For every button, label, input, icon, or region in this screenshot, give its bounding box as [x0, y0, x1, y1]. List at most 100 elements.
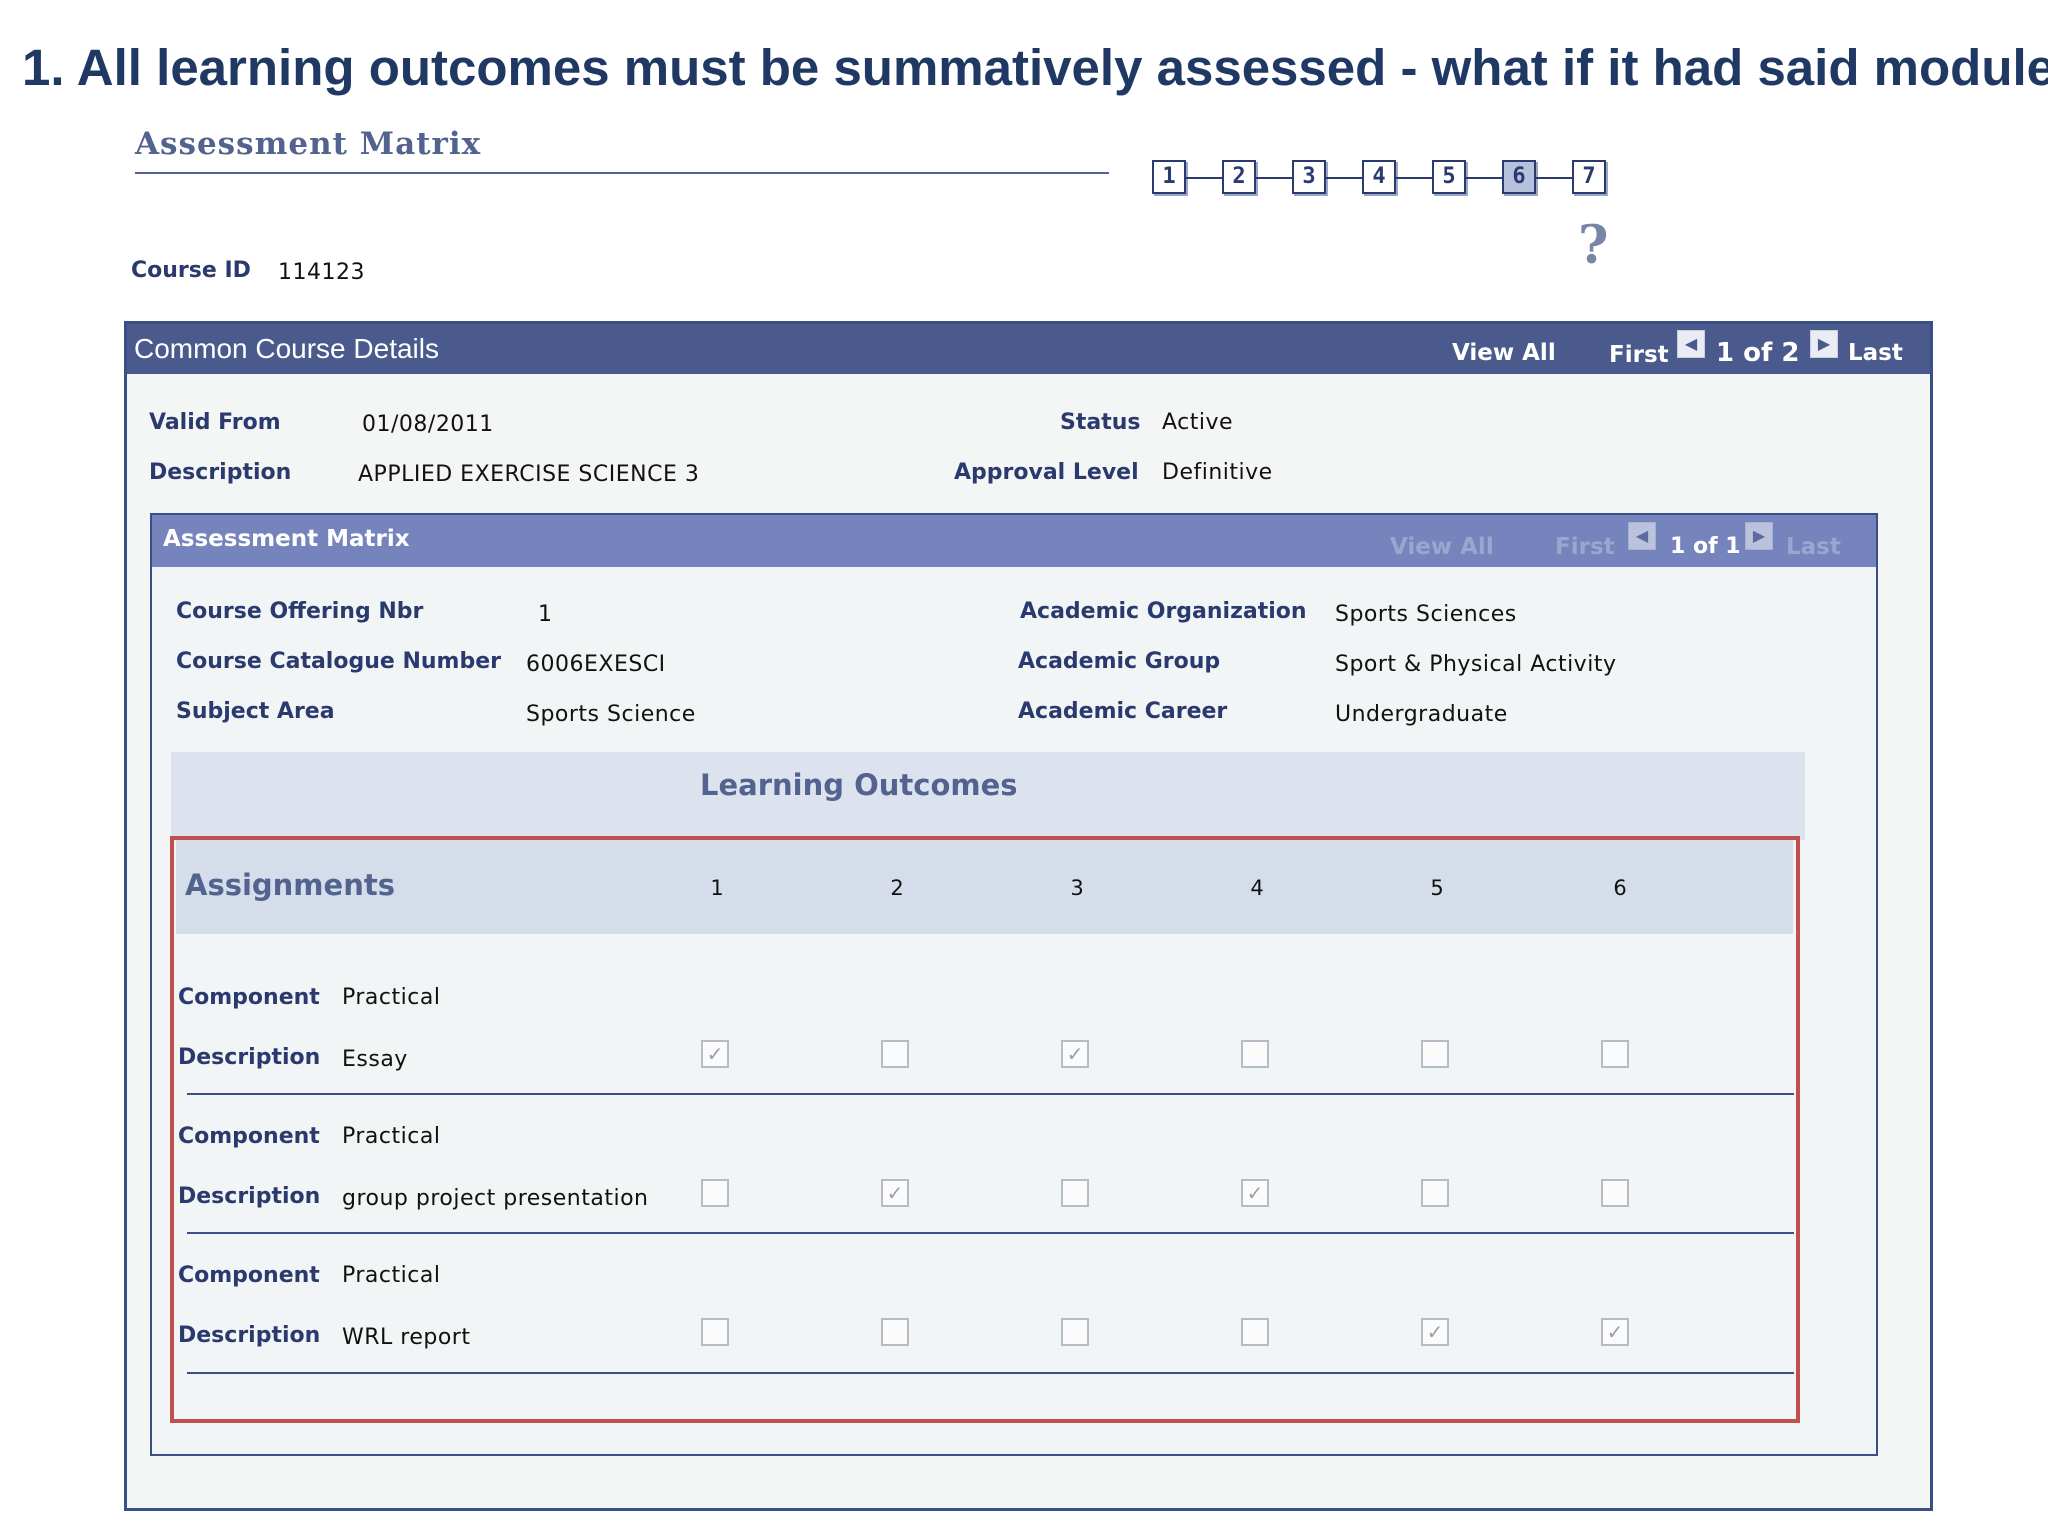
assignment-description-label: Description [178, 1045, 321, 1070]
highlight-box [170, 836, 1800, 1423]
status-label: Status [1060, 410, 1141, 435]
outcome-checkbox[interactable] [1061, 1318, 1089, 1346]
course-id-label: Course ID [131, 258, 251, 283]
assignments-title: Assignments [185, 868, 395, 902]
outcome-checkbox[interactable]: ✓ [1061, 1040, 1089, 1068]
outcome-checkbox[interactable] [701, 1318, 729, 1346]
outcome-checkbox[interactable]: ✓ [1421, 1318, 1449, 1346]
outcome-checkbox[interactable] [881, 1040, 909, 1068]
outcome-checkbox[interactable]: ✓ [1601, 1318, 1629, 1346]
outcome-checkbox[interactable]: ✓ [881, 1179, 909, 1207]
matrix-next-arrow-icon: ▶ [1745, 522, 1773, 550]
academic-organization-value: Sports Sciences [1335, 602, 1517, 627]
valid-from-label: Valid From [149, 410, 281, 435]
previous-arrow-icon[interactable]: ◀ [1677, 330, 1705, 358]
row-divider [187, 1093, 1794, 1095]
description-label: Description [149, 460, 292, 485]
matrix-previous-arrow-icon: ◀ [1628, 522, 1656, 550]
academic-organization-label: Academic Organization [1020, 599, 1307, 624]
outcome-checkbox[interactable] [1601, 1040, 1629, 1068]
subject-area-value: Sports Science [526, 702, 696, 727]
step-1-button[interactable]: 1 [1152, 160, 1186, 194]
assessment-matrix-panel [150, 513, 1878, 1456]
assessment-matrix-header [152, 515, 1876, 567]
help-icon[interactable]: ? [1578, 215, 1609, 276]
step-connector [1326, 177, 1362, 179]
learning-outcomes-band [171, 752, 1805, 840]
outcome-checkbox[interactable]: ✓ [701, 1040, 729, 1068]
outcome-checkbox[interactable] [881, 1318, 909, 1346]
outcome-checkbox[interactable]: ✓ [1241, 1179, 1269, 1207]
common-course-details-title: Common Course Details [134, 333, 439, 364]
approval-level-label: Approval Level [954, 460, 1139, 485]
matrix-view-all-link: View All [1390, 534, 1494, 560]
outcome-column-5: 5 [1430, 876, 1444, 900]
first-link[interactable]: First [1609, 342, 1669, 368]
outcome-checkbox[interactable] [1421, 1179, 1449, 1207]
row-divider [187, 1372, 1794, 1374]
outcome-column-1: 1 [710, 876, 724, 900]
step-connector [1256, 177, 1292, 179]
assignment-description-value: group project presentation [342, 1186, 649, 1211]
course-offering-label: Course Offering Nbr [176, 599, 424, 624]
row-divider [187, 1232, 1794, 1234]
outcome-checkbox[interactable] [1601, 1179, 1629, 1207]
slide-title: 1. All learning outcomes must be summati… [22, 39, 2048, 96]
subject-area-label: Subject Area [176, 699, 335, 724]
step-4-button[interactable]: 4 [1362, 160, 1396, 194]
page-heading: Assessment Matrix [135, 126, 482, 162]
component-label: Component [178, 1124, 320, 1149]
common-course-details-header [127, 324, 1930, 374]
matrix-first-link: First [1555, 534, 1615, 560]
matrix-last-link: Last [1786, 534, 1841, 560]
academic-group-label: Academic Group [1018, 649, 1221, 674]
outcome-checkbox[interactable] [701, 1179, 729, 1207]
outcome-checkbox[interactable] [1241, 1318, 1269, 1346]
assignment-description-label: Description [178, 1184, 321, 1209]
view-all-link[interactable]: View All [1452, 340, 1556, 366]
step-7-button[interactable]: 7 [1572, 160, 1606, 194]
component-label: Component [178, 985, 320, 1010]
step-connector [1396, 177, 1432, 179]
outcome-checkbox[interactable] [1241, 1040, 1269, 1068]
step-2-button[interactable]: 2 [1222, 160, 1256, 194]
valid-from-value: 01/08/2011 [362, 412, 494, 437]
component-value: Practical [342, 985, 441, 1010]
academic-career-value: Undergraduate [1335, 702, 1508, 727]
component-label: Component [178, 1263, 320, 1288]
outcome-checkbox[interactable] [1421, 1040, 1449, 1068]
course-id-value: 114123 [278, 260, 365, 285]
step-connector [1186, 177, 1222, 179]
course-offering-value: 1 [538, 602, 553, 627]
last-link[interactable]: Last [1848, 340, 1903, 366]
course-catalogue-label: Course Catalogue Number [176, 649, 501, 674]
matrix-row-counter: 1 of 1 [1670, 534, 1741, 559]
outcome-checkbox[interactable] [1061, 1179, 1089, 1207]
assignment-description-value: WRL report [342, 1325, 471, 1350]
heading-divider [135, 172, 1109, 174]
row-counter: 1 of 2 [1716, 338, 1800, 368]
step-connector [1536, 177, 1572, 179]
step-6-button[interactable]: 6 [1502, 160, 1536, 194]
learning-outcomes-title: Learning Outcomes [700, 768, 1018, 802]
assignments-header-band [176, 840, 1793, 934]
step-5-button[interactable]: 5 [1432, 160, 1466, 194]
outcome-column-3: 3 [1070, 876, 1084, 900]
component-value: Practical [342, 1124, 441, 1149]
assignment-description-value: Essay [342, 1047, 408, 1072]
step-connector [1466, 177, 1502, 179]
academic-group-value: Sport & Physical Activity [1335, 652, 1617, 677]
approval-level-value: Definitive [1162, 460, 1273, 485]
course-catalogue-value: 6006EXESCI [526, 652, 666, 677]
description-value: APPLIED EXERCISE SCIENCE 3 [358, 462, 700, 487]
step-3-button[interactable]: 3 [1292, 160, 1326, 194]
component-value: Practical [342, 1263, 441, 1288]
outcome-column-6: 6 [1613, 876, 1627, 900]
academic-career-label: Academic Career [1018, 699, 1228, 724]
next-arrow-icon[interactable]: ▶ [1810, 330, 1838, 358]
assignment-description-label: Description [178, 1323, 321, 1348]
outcome-column-4: 4 [1250, 876, 1264, 900]
outcome-column-2: 2 [890, 876, 904, 900]
status-value: Active [1162, 410, 1234, 435]
assessment-matrix-title: Assessment Matrix [163, 526, 410, 552]
